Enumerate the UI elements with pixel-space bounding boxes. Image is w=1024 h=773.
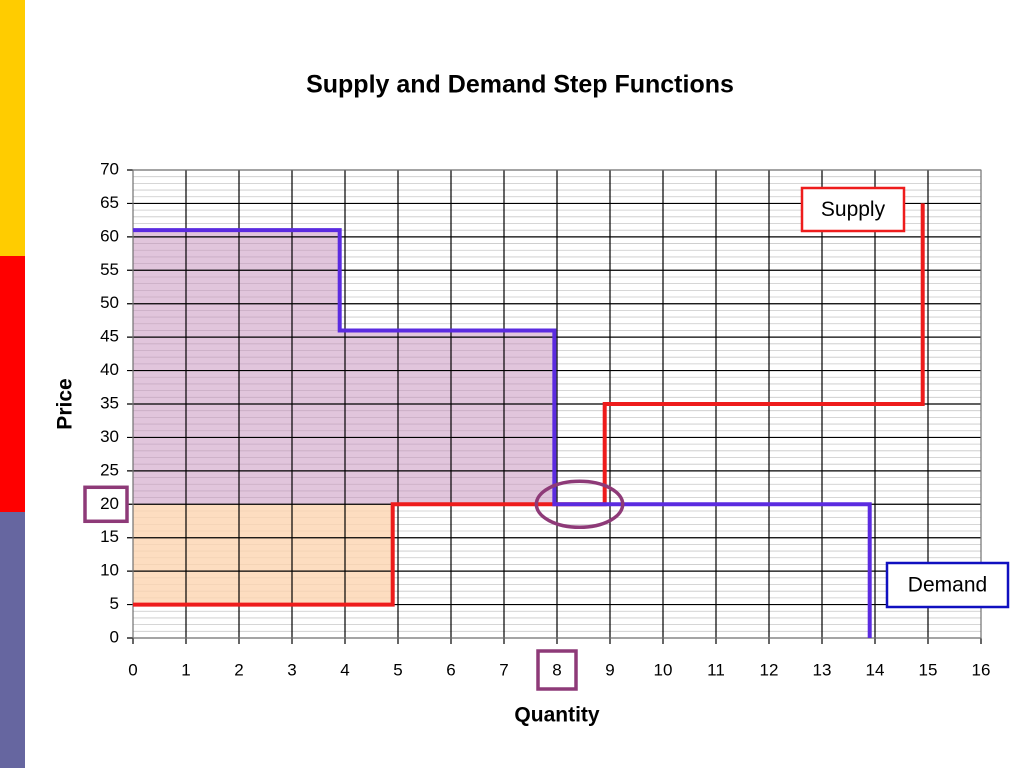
y-tick-label: 5 — [110, 594, 119, 613]
y-tick-label: 0 — [110, 627, 119, 646]
quantity-highlight — [536, 649, 578, 691]
strip-slate — [0, 512, 25, 768]
y-tick-label: 10 — [100, 561, 119, 580]
x-tick-label: 7 — [499, 660, 508, 679]
y-tick-label: 50 — [100, 293, 119, 312]
x-tick-label: 3 — [287, 660, 296, 679]
y-tick-label: 65 — [100, 193, 119, 212]
y-tick-label: 25 — [100, 460, 119, 479]
x-tick-label: 6 — [446, 660, 455, 679]
x-tick-label: 1 — [181, 660, 190, 679]
strip-red — [0, 256, 25, 512]
y-tick-label: 60 — [100, 226, 119, 245]
producer-surplus — [133, 504, 393, 605]
x-tick-label: 2 — [234, 660, 243, 679]
y-tick-label: 70 — [100, 159, 119, 178]
y-tick-label: 40 — [100, 360, 119, 379]
legend-label: Demand — [908, 574, 987, 597]
strip-yellow — [0, 0, 25, 256]
y-tick-label: 35 — [100, 393, 119, 412]
y-tick-label: 20 — [100, 494, 119, 513]
x-axis-label: Quantity — [514, 704, 599, 727]
x-tick-label: 4 — [340, 660, 349, 679]
legend-label: Supply — [821, 198, 886, 221]
plot-border — [132, 169, 982, 639]
x-tick-label: 10 — [654, 660, 673, 679]
x-tick-label: 15 — [919, 660, 938, 679]
y-axis-label: Price — [54, 378, 77, 429]
x-tick-label: 13 — [813, 660, 832, 679]
equilibrium-ring — [534, 479, 625, 530]
x-tick-label: 0 — [128, 660, 137, 679]
consumer-surplus — [133, 230, 555, 505]
y-tick-label: 55 — [100, 260, 119, 279]
step-line — [133, 228, 872, 638]
x-tick-label: 14 — [866, 660, 885, 679]
y-tick-label: 30 — [100, 427, 119, 446]
y-tick-label: 45 — [100, 327, 119, 346]
y-tick-label: 15 — [100, 527, 119, 546]
price-highlight — [83, 485, 129, 524]
legend-box — [800, 186, 906, 233]
x-tick-label: 12 — [760, 660, 779, 679]
x-tick-label: 8 — [552, 660, 561, 679]
x-tick-label: 11 — [707, 660, 725, 679]
chart-title: Supply and Demand Step Functions — [306, 71, 734, 99]
x-tick-label: 9 — [605, 660, 614, 679]
x-tick-label: 5 — [393, 660, 402, 679]
legend-box — [885, 561, 1010, 609]
x-tick-label: 16 — [972, 660, 991, 679]
